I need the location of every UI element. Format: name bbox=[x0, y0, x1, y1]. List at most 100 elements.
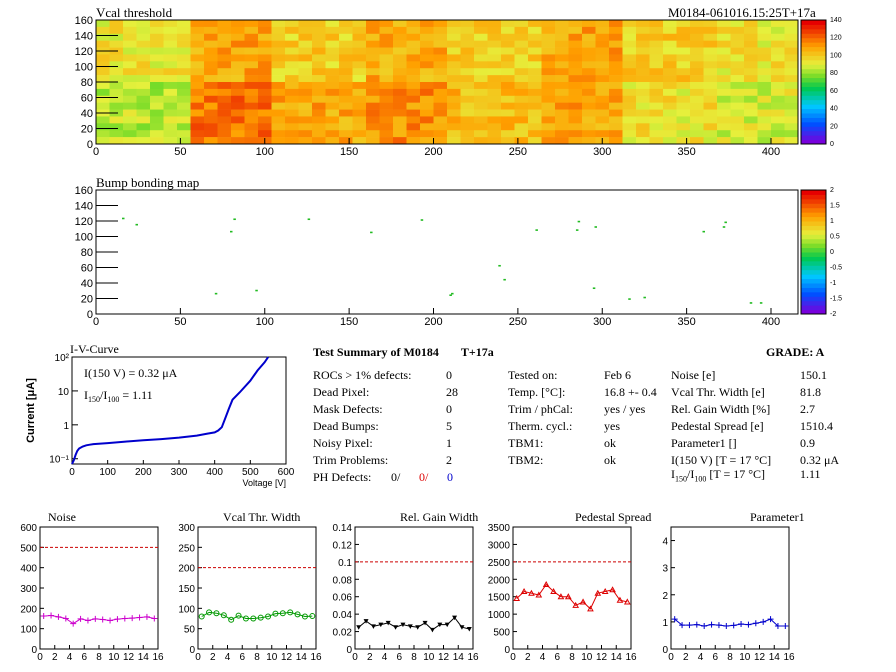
heatmap-cell bbox=[595, 75, 610, 83]
bump-defect-point bbox=[643, 296, 646, 299]
small-chart-4-point bbox=[542, 580, 550, 588]
heatmap-y-tick-label: 20 bbox=[81, 124, 93, 136]
heatmap-cell bbox=[271, 61, 286, 69]
bump-y-tick-label: 60 bbox=[81, 263, 93, 275]
bump-colorbar-cell bbox=[801, 198, 826, 204]
small-chart-3-point bbox=[393, 625, 399, 630]
heatmap-cell bbox=[298, 61, 313, 69]
heatmap-cell bbox=[784, 116, 799, 124]
small-chart-2-y-tick-label: 300 bbox=[178, 523, 195, 534]
heatmap-cell bbox=[649, 47, 664, 55]
param-label: I(150 V) [T = 17 °C] bbox=[671, 453, 772, 467]
heatmap-cell bbox=[298, 40, 313, 48]
heatmap-cell bbox=[501, 130, 515, 138]
small-chart-4-point bbox=[579, 598, 587, 605]
small-chart-2-x-tick-label: 12 bbox=[281, 652, 293, 663]
heatmap-cell bbox=[757, 102, 772, 110]
small-chart-1-y-tick-label: 0 bbox=[31, 645, 37, 656]
bump-colorbar-cell bbox=[801, 229, 826, 235]
small-chart-3-y-tick-label: 0.04 bbox=[333, 610, 353, 621]
small-chart-3-point bbox=[444, 622, 450, 628]
heatmap-cell bbox=[663, 61, 677, 69]
heatmap-cell bbox=[244, 33, 259, 41]
heatmap-cell bbox=[703, 82, 718, 90]
heatmap-cell bbox=[298, 68, 313, 76]
heatmap-cell bbox=[676, 130, 691, 138]
heatmap-cell bbox=[123, 130, 137, 138]
heatmap-cell bbox=[474, 109, 488, 117]
heatmap-cell bbox=[730, 40, 745, 48]
heatmap-cell bbox=[379, 68, 394, 76]
heatmap-cell bbox=[474, 95, 488, 103]
heatmap-cell bbox=[298, 82, 313, 90]
heatmap-cell bbox=[609, 20, 623, 28]
heatmap-cell bbox=[96, 40, 110, 48]
heatmap-colorbar-cell bbox=[801, 99, 826, 105]
heatmap-cell bbox=[487, 116, 502, 124]
heatmap-cell bbox=[447, 26, 461, 35]
heatmap-cell bbox=[447, 61, 461, 69]
heatmap-cell bbox=[501, 95, 515, 103]
heatmap-colorbar-label: 140 bbox=[830, 17, 842, 24]
heatmap-cell bbox=[663, 75, 677, 83]
small-chart-2-point bbox=[250, 615, 257, 622]
small-chart-2-point bbox=[198, 613, 205, 620]
heatmap-cell bbox=[636, 95, 650, 103]
small-chart-4-series-line bbox=[516, 583, 628, 610]
heatmap-cell bbox=[177, 61, 191, 69]
heatmap-x-tick-label: 150 bbox=[340, 146, 358, 158]
heatmap-cell bbox=[663, 109, 677, 117]
heatmap-cell bbox=[177, 26, 191, 35]
small-chart-5-y-tick-label: 0 bbox=[662, 645, 668, 656]
defect-label: Dead Bumps: bbox=[313, 419, 379, 433]
heatmap-cell bbox=[393, 75, 407, 83]
bump-colorbar-cell bbox=[801, 216, 826, 222]
heatmap-cell bbox=[244, 116, 259, 124]
heatmap-colorbar-cell bbox=[801, 117, 826, 123]
heatmap-cell bbox=[150, 82, 164, 90]
heatmap-cell bbox=[433, 123, 448, 131]
heatmap-cell bbox=[501, 116, 515, 124]
heatmap-cell bbox=[204, 68, 218, 76]
heatmap-cell bbox=[771, 102, 785, 110]
heatmap-cell bbox=[312, 20, 326, 28]
heatmap-cell bbox=[163, 116, 178, 124]
small-chart-4-x-tick-label: 0 bbox=[510, 652, 516, 663]
heatmap-cell bbox=[555, 68, 569, 76]
heatmap-cell bbox=[163, 102, 178, 110]
heatmap-cell bbox=[555, 137, 569, 145]
heatmap-cell bbox=[595, 130, 610, 138]
heatmap-cell bbox=[460, 26, 475, 35]
heatmap-cell bbox=[325, 33, 340, 41]
heatmap-cell bbox=[420, 47, 434, 55]
small-chart-5-point bbox=[745, 621, 752, 628]
heatmap-cell bbox=[487, 54, 502, 62]
test-info-label: TBM1: bbox=[508, 436, 544, 450]
heatmap-cell bbox=[271, 95, 286, 103]
heatmap-cell bbox=[271, 137, 286, 145]
heatmap-cell bbox=[366, 137, 380, 145]
heatmap-cell bbox=[96, 54, 110, 62]
heatmap-cell bbox=[379, 109, 394, 117]
heatmap-cell bbox=[703, 116, 718, 124]
heatmap-cell bbox=[514, 82, 529, 90]
heatmap-cell bbox=[136, 54, 151, 62]
heatmap-cell bbox=[676, 68, 691, 76]
heatmap-cell bbox=[501, 75, 515, 83]
bump-colorbar-cell bbox=[801, 221, 826, 226]
small-chart-3-y-tick-label: 0.02 bbox=[333, 628, 353, 639]
small-chart-5-point bbox=[708, 621, 715, 628]
heatmap-cell bbox=[541, 116, 556, 124]
heatmap-cell bbox=[231, 20, 245, 28]
heatmap-cell bbox=[190, 47, 205, 55]
heatmap-cell bbox=[271, 109, 286, 117]
heatmap-cell bbox=[190, 95, 205, 103]
heatmap-cell bbox=[393, 116, 407, 124]
heatmap-cell bbox=[379, 26, 394, 35]
heatmap-cell bbox=[433, 33, 448, 41]
heatmap-cell bbox=[622, 95, 637, 103]
small-chart-2-x-tick-label: 6 bbox=[239, 652, 245, 663]
small-chart-1-frame bbox=[39, 526, 159, 650]
heatmap-cell bbox=[622, 20, 637, 28]
heatmap-cell bbox=[406, 61, 421, 69]
